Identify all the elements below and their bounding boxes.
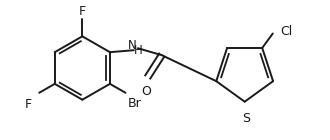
Text: H: H xyxy=(133,44,142,57)
Text: F: F xyxy=(79,5,86,18)
Text: Cl: Cl xyxy=(281,25,293,38)
Text: O: O xyxy=(141,85,151,98)
Text: N: N xyxy=(127,39,136,52)
Text: S: S xyxy=(242,112,250,125)
Text: F: F xyxy=(25,98,32,111)
Text: Br: Br xyxy=(127,97,141,110)
